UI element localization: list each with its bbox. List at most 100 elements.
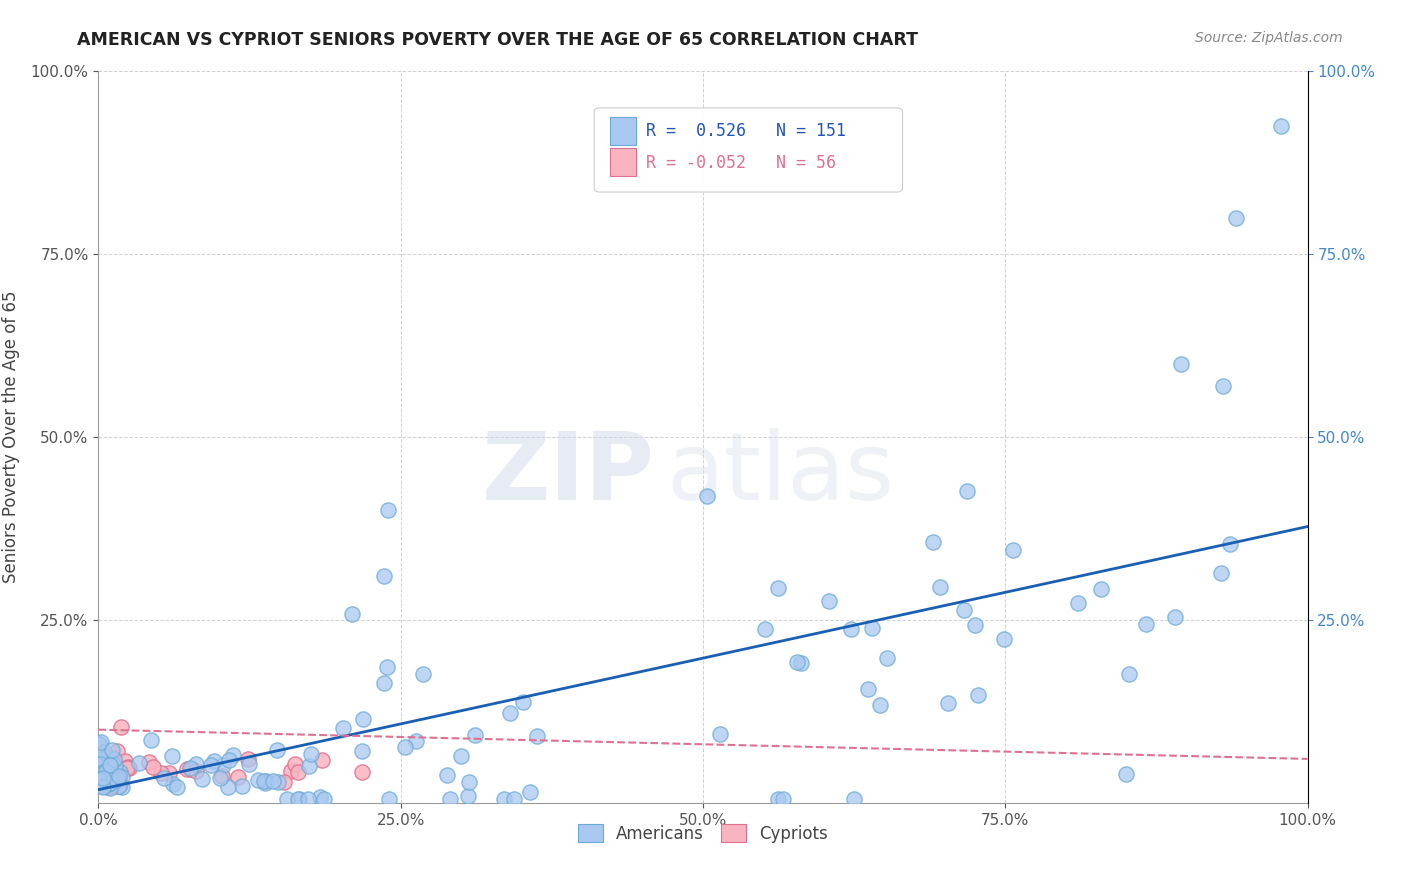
Point [87,768,110,782]
Point [818,593,841,607]
Point [284,756,307,771]
Point [519,785,541,799]
Point [91,778,114,792]
Point [963,618,986,632]
Point [87,764,110,778]
Point [211,757,233,772]
Point [184,757,207,772]
Point [97,777,120,791]
Point [464,728,486,742]
Point [108,769,131,783]
Point [101,768,124,782]
Point [856,682,879,697]
Point [91,780,114,794]
Point [96,758,118,772]
Point [1118,666,1140,681]
Point [394,739,416,754]
Point [929,580,952,594]
Point [105,744,128,758]
Point [869,698,891,712]
Point [786,656,808,670]
Point [436,768,458,782]
Point [276,792,298,806]
Point [1170,357,1192,371]
Point [108,777,131,791]
Point [1209,566,1232,580]
Point [100,776,122,790]
Point [94,765,117,780]
Point [253,774,276,789]
Point [166,780,188,795]
Point [91,766,114,780]
Point [217,780,239,794]
Point [842,792,865,806]
Point [108,764,131,779]
Point [1066,596,1088,610]
Point [841,623,863,637]
Point [153,771,176,785]
Point [90,734,112,748]
Legend: Americans, Cypriots: Americans, Cypriots [571,817,835,849]
Text: R = -0.052   N = 56: R = -0.052 N = 56 [647,153,837,172]
Point [860,621,883,635]
Point [91,772,114,786]
Point [1164,610,1187,624]
Point [142,760,165,774]
Point [157,765,180,780]
Point [139,732,162,747]
Point [111,780,134,795]
Point [114,754,136,768]
Point [93,779,115,793]
Point [377,502,399,516]
Point [117,760,139,774]
Point [709,727,731,741]
Point [90,775,112,789]
Point [89,772,111,786]
Point [766,792,789,806]
Point [108,759,131,773]
Point [254,776,277,790]
Point [150,765,173,780]
Point [89,777,111,791]
FancyBboxPatch shape [610,148,637,176]
Point [450,749,472,764]
Point [956,484,979,499]
Point [87,773,110,788]
Point [90,756,112,770]
Point [1090,582,1112,596]
Point [104,773,127,788]
Point [100,756,122,770]
Point [332,721,354,735]
Point [202,754,225,768]
Point [93,764,115,778]
Point [176,762,198,776]
FancyBboxPatch shape [610,117,637,145]
Point [91,778,114,792]
Point [93,763,115,777]
Point [280,764,302,778]
Point [89,773,111,788]
Point [457,789,479,803]
Point [100,773,122,788]
Point [160,749,183,764]
Point [373,676,395,690]
Point [89,772,111,787]
Point [90,777,112,791]
Point [921,534,943,549]
Point [184,764,207,778]
Point [93,776,115,790]
Point [352,712,374,726]
Point [350,764,373,779]
Point [211,768,233,782]
Point [101,751,124,765]
Point [108,766,131,780]
Point [101,763,124,777]
Point [350,744,373,758]
Point [247,773,270,788]
Point [236,752,259,766]
Point [1225,211,1247,225]
Point [103,776,125,790]
Point [218,753,240,767]
Text: atlas: atlas [666,427,896,520]
Point [89,757,111,772]
